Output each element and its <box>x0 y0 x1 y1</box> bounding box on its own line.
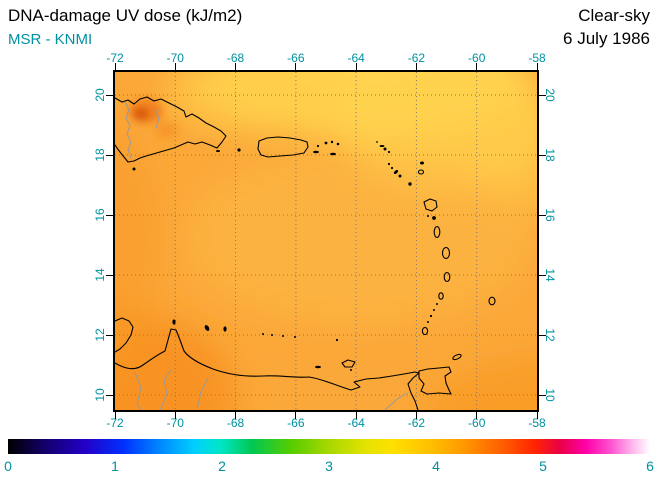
coast-guadeloupe <box>423 198 438 212</box>
lat-tick-mark-right <box>539 394 546 396</box>
coast-margarita <box>341 359 356 368</box>
lon-tick-label-bottom: -72 <box>106 416 124 430</box>
river-orinoco-delta <box>384 392 408 410</box>
lon-tick-mark-bottom <box>174 412 176 419</box>
colorbar-tick-label: 0 <box>4 458 12 474</box>
lon-tick-mark-bottom <box>415 412 417 419</box>
lat-tick-label-right: 20 <box>543 88 557 102</box>
lat-tick-mark-right <box>539 274 546 276</box>
lon-tick-mark-bottom <box>235 412 237 419</box>
lat-tick-mark-right <box>539 334 546 336</box>
coast-st-vincent <box>438 292 444 300</box>
lon-tick-label-top: -60 <box>468 51 486 65</box>
coastlines <box>115 96 496 410</box>
coast-grenada <box>421 326 429 336</box>
lon-tick-label-top: -66 <box>287 51 305 65</box>
lat-tick-mark-right <box>539 154 546 156</box>
sky-condition-label: Clear-sky <box>578 6 650 25</box>
coast-puerto-rico <box>257 136 309 158</box>
lat-tick-label-left: 16 <box>93 208 107 222</box>
lon-tick-label-top: -62 <box>407 51 426 65</box>
lon-tick-mark-top <box>295 63 297 70</box>
river-hispaniola <box>154 107 160 129</box>
lon-tick-mark-top <box>476 63 478 70</box>
lon-tick-mark-top <box>355 63 357 70</box>
colorbar-tick-label: 5 <box>539 458 547 474</box>
lat-tick-label-right: 16 <box>543 208 557 222</box>
border-haiti-dr <box>124 101 132 159</box>
lat-tick-label-left: 14 <box>93 268 107 282</box>
lon-tick-label-bottom: -62 <box>407 416 426 430</box>
lat-tick-label-left: 18 <box>93 148 107 162</box>
uv-field-hotspots <box>129 99 178 138</box>
coast-barbados <box>488 296 496 306</box>
lat-tick-mark-left <box>106 334 113 336</box>
colorbar-tick-label: 3 <box>325 458 333 474</box>
lon-tick-label-bottom: -70 <box>166 416 184 430</box>
coast-guajira <box>115 317 134 353</box>
colorbar-tick-label: 2 <box>218 458 226 474</box>
figure-title: DNA-damage UV dose (kJ/m2) <box>8 6 243 25</box>
river-venezuela-1 <box>159 369 172 410</box>
grid-lines <box>115 72 537 410</box>
lat-tick-label-right: 18 <box>543 148 557 162</box>
lat-tick-label-right: 14 <box>543 268 557 282</box>
lon-tick-mark-top <box>415 63 417 70</box>
colorbar-gradient <box>8 439 650 454</box>
uv-field-patches <box>115 72 537 410</box>
lat-tick-label-left: 12 <box>93 328 107 342</box>
lat-tick-mark-left <box>106 214 113 216</box>
lon-tick-mark-bottom <box>476 412 478 419</box>
lat-tick-label-left: 10 <box>93 388 107 402</box>
lat-tick-mark-left <box>106 274 113 276</box>
coast-dominica <box>433 225 441 239</box>
lon-tick-label-top: -58 <box>528 51 546 65</box>
lon-tick-label-bottom: -68 <box>226 416 245 430</box>
lat-tick-mark-right <box>539 214 546 216</box>
coast-martinique <box>441 246 451 260</box>
lon-tick-mark-top <box>114 63 116 70</box>
lon-tick-mark-bottom <box>114 412 116 419</box>
lat-tick-label-right: 10 <box>543 388 557 402</box>
map-canvas <box>115 72 537 410</box>
coast-st-lucia <box>443 271 451 283</box>
lon-tick-label-top: -64 <box>347 51 365 65</box>
lon-tick-mark-top <box>174 63 176 70</box>
lat-tick-mark-left <box>106 394 113 396</box>
border-colombia-venezuela <box>134 371 142 410</box>
lon-tick-label-top: -70 <box>166 51 184 65</box>
lat-tick-mark-right <box>539 94 546 96</box>
map-plot-area <box>113 70 539 412</box>
lon-tick-mark-bottom <box>295 412 297 419</box>
colorbar-tick-label: 4 <box>432 458 440 474</box>
coast-trinidad <box>418 366 452 395</box>
lat-tick-mark-left <box>106 154 113 156</box>
lon-tick-mark-top <box>536 63 538 70</box>
colorbar-tick-label: 1 <box>111 458 119 474</box>
river-venezuela-2 <box>196 377 209 410</box>
date-label: 6 July 1986 <box>563 29 650 48</box>
source-label: MSR - KNMI <box>8 31 93 48</box>
coast-antigua <box>417 169 425 175</box>
lat-tick-label-right: 12 <box>543 328 557 342</box>
inland-borders-rivers <box>124 101 408 410</box>
lon-tick-label-top: -72 <box>106 51 124 65</box>
lon-tick-label-bottom: -66 <box>287 416 305 430</box>
small-islands <box>132 140 438 371</box>
lon-tick-label-bottom: -64 <box>347 416 365 430</box>
lon-tick-label-bottom: -60 <box>468 416 486 430</box>
coast-venezuela <box>115 328 420 410</box>
lon-tick-label-bottom: -58 <box>528 416 546 430</box>
lon-tick-mark-top <box>235 63 237 70</box>
coast-hispaniola <box>115 96 227 163</box>
lon-tick-label-top: -68 <box>226 51 245 65</box>
lon-tick-mark-bottom <box>536 412 538 419</box>
coast-tobago <box>452 353 462 361</box>
lon-tick-mark-bottom <box>355 412 357 419</box>
lat-tick-mark-left <box>106 94 113 96</box>
lat-tick-label-left: 20 <box>93 88 107 102</box>
colorbar-tick-label: 6 <box>646 458 654 474</box>
